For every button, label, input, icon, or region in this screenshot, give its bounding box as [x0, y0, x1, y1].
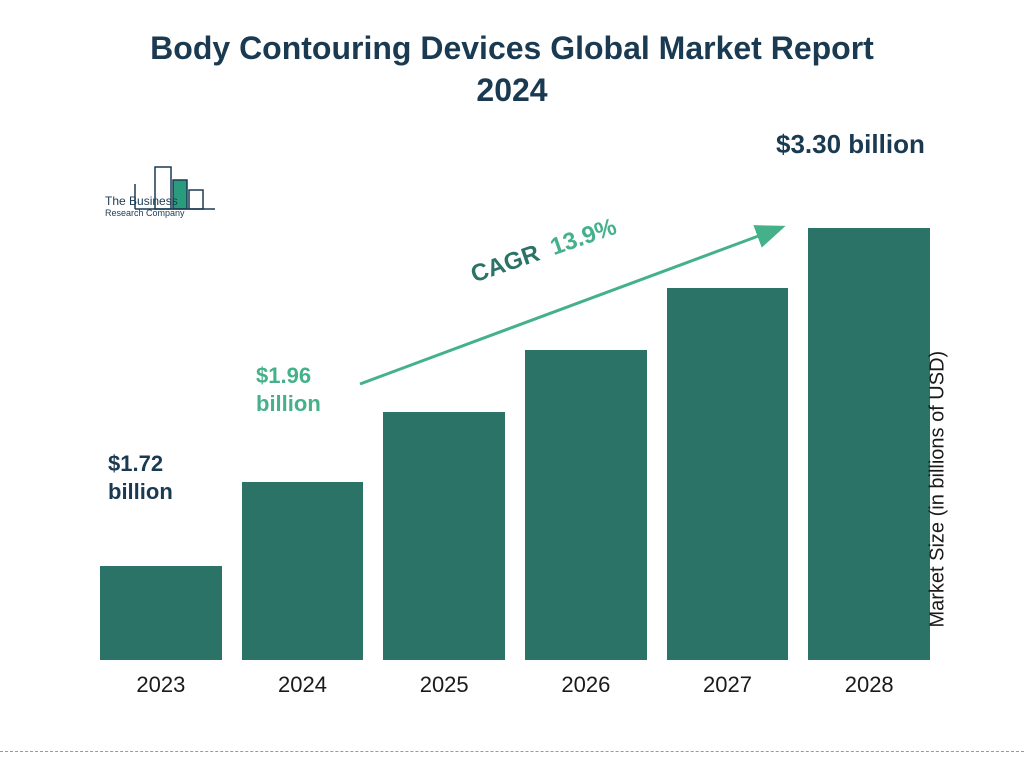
xlabel: 2028	[808, 672, 930, 698]
bars-container: 2023 2024 2025 2026 2027 2028	[100, 200, 930, 660]
xlabel: 2025	[383, 672, 505, 698]
bar-2027: 2027	[667, 288, 789, 660]
bar-rect	[383, 412, 505, 660]
chart-title: Body Contouring Devices Global Market Re…	[0, 28, 1024, 111]
y-axis-label: Market Size (in billions of USD)	[927, 351, 950, 628]
xlabel: 2024	[242, 672, 364, 698]
bar-rect	[667, 288, 789, 660]
bar-2024: 2024	[242, 482, 364, 660]
bar-2025: 2025	[383, 412, 505, 660]
footer-divider	[0, 751, 1024, 752]
value-label-2028: $3.30 billion	[776, 128, 925, 161]
xlabel: 2026	[525, 672, 647, 698]
bar-2028: 2028	[808, 228, 930, 660]
xlabel: 2023	[100, 672, 222, 698]
bar-2026: 2026	[525, 350, 647, 660]
bar-rect	[100, 566, 222, 660]
bar-rect	[525, 350, 647, 660]
bar-rect	[808, 228, 930, 660]
xlabel: 2027	[667, 672, 789, 698]
bar-rect	[242, 482, 364, 660]
bar-chart: CAGR 13.9% $1.72 billion $1.96 billion $…	[100, 200, 930, 700]
bar-2023: 2023	[100, 566, 222, 660]
